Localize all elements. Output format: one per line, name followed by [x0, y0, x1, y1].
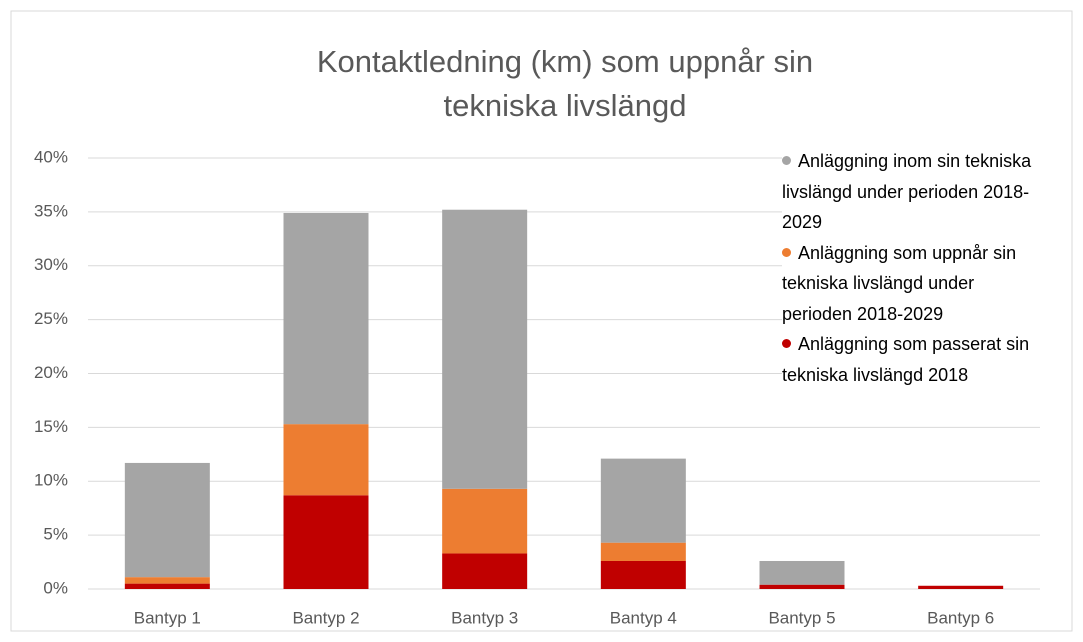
y-tick-label: 5%	[43, 525, 68, 544]
bar-segment	[600, 542, 686, 561]
bar-segment	[918, 585, 1004, 589]
y-tick-label: 35%	[34, 201, 68, 220]
x-tick-label: Bantyp 2	[292, 608, 359, 627]
x-tick-label: Bantyp 3	[451, 608, 518, 627]
x-tick-label: Bantyp 4	[610, 608, 677, 627]
bar-segment	[283, 424, 369, 496]
bar-segment	[442, 553, 528, 589]
bar-segment	[759, 584, 845, 589]
x-tick-label: Bantyp 6	[927, 608, 994, 627]
y-tick-label: 30%	[34, 255, 68, 274]
y-tick-label: 25%	[34, 309, 68, 328]
y-tick-label: 10%	[34, 471, 68, 490]
y-tick-label: 0%	[43, 578, 68, 597]
bar-segment	[600, 458, 686, 543]
legend-item: Anläggning som passerat sin tekniska liv…	[782, 329, 1042, 390]
legend-item: Anläggning som uppnår sin tekniska livsl…	[782, 238, 1042, 330]
legend-item: Anläggning inom sin tekniska livslängd u…	[782, 146, 1042, 238]
legend: Anläggning inom sin tekniska livslängd u…	[782, 146, 1042, 390]
x-tick-label: Bantyp 1	[134, 608, 201, 627]
y-tick-label: 40%	[34, 147, 68, 166]
bar-segment	[442, 488, 528, 554]
bar-segment	[124, 462, 210, 578]
bar-segment	[124, 577, 210, 584]
y-tick-label: 15%	[34, 417, 68, 436]
legend-marker	[782, 156, 791, 165]
legend-label: Anläggning som passerat sin tekniska liv…	[782, 334, 1030, 385]
legend-label: Anläggning som uppnår sin tekniska livsl…	[782, 242, 1017, 324]
bar-segment	[759, 560, 845, 585]
legend-label: Anläggning inom sin tekniska livslängd u…	[782, 151, 1032, 232]
bar-segment	[283, 495, 369, 589]
chart-title: Kontaktledning (km) som uppnår sin tekni…	[316, 44, 814, 123]
legend-marker	[782, 339, 791, 348]
bar-segment	[124, 583, 210, 589]
bar-segment	[600, 560, 686, 589]
bar-segment	[283, 212, 369, 425]
x-tick-label: Bantyp 5	[768, 608, 835, 627]
y-tick-label: 20%	[34, 363, 68, 382]
legend-marker	[782, 247, 791, 257]
bar-segment	[442, 209, 528, 489]
